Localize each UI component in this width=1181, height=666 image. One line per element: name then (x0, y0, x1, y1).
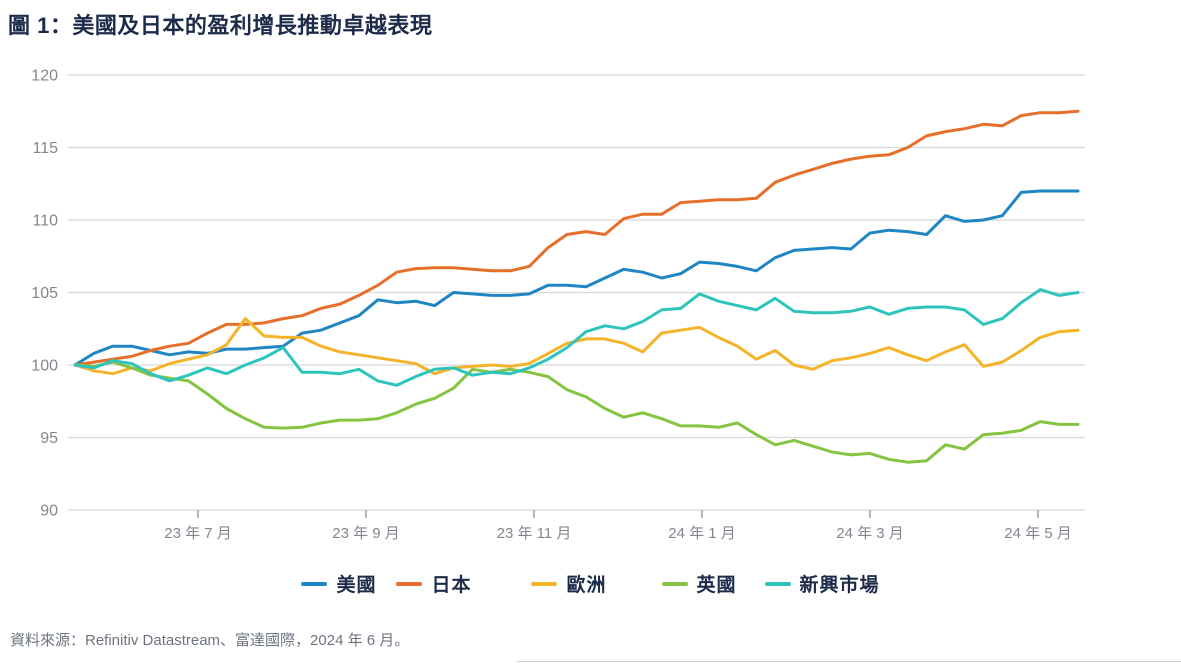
svg-text:100: 100 (31, 358, 58, 375)
svg-text:24 年 3 月: 24 年 3 月 (836, 525, 904, 542)
svg-text:120: 120 (31, 68, 58, 85)
svg-text:24 年 5 月: 24 年 5 月 (1004, 525, 1072, 542)
bottom-divider (517, 661, 1181, 662)
japan-line-swatch-icon (396, 581, 423, 586)
europe-line-swatch-icon (531, 581, 558, 586)
svg-text:115: 115 (32, 140, 58, 157)
legend-label-em: 新興市場 (799, 575, 880, 596)
svg-text:95: 95 (40, 430, 58, 447)
us-line-swatch-icon (301, 581, 328, 586)
svg-text:23 年 9 月: 23 年 9 月 (332, 525, 400, 542)
legend-item-europe: 歐洲 (531, 570, 606, 597)
svg-text:105: 105 (31, 285, 58, 302)
legend-item-em: 新興市場 (764, 570, 880, 597)
figure-title: 圖 1：美國及日本的盈利增長推動卓越表現 (8, 13, 433, 38)
legend-item-us: 美國 (301, 570, 376, 597)
svg-text:24 年 1 月: 24 年 1 月 (668, 525, 736, 542)
uk-line-swatch-icon (661, 581, 688, 586)
svg-text:23 年 11 月: 23 年 11 月 (497, 525, 572, 542)
em-line-swatch-icon (764, 581, 791, 586)
legend-label-japan: 日本 (431, 575, 472, 596)
svg-text:110: 110 (32, 213, 58, 230)
legend-label-us: 美國 (336, 575, 377, 596)
legend-label-uk: 英國 (696, 575, 737, 596)
legend-item-japan: 日本 (396, 570, 471, 597)
svg-text:90: 90 (40, 503, 58, 520)
legend-item-uk: 英國 (661, 570, 737, 597)
legend-label-europe: 歐洲 (566, 575, 607, 596)
svg-text:23 年 7 月: 23 年 7 月 (164, 525, 232, 542)
source-note: 資料來源：Refinitiv Datastream、富達國際，2024 年 6 … (10, 632, 410, 649)
chart-legend: 美國 日本 歐洲 英國 新興市場 (0, 570, 1181, 597)
